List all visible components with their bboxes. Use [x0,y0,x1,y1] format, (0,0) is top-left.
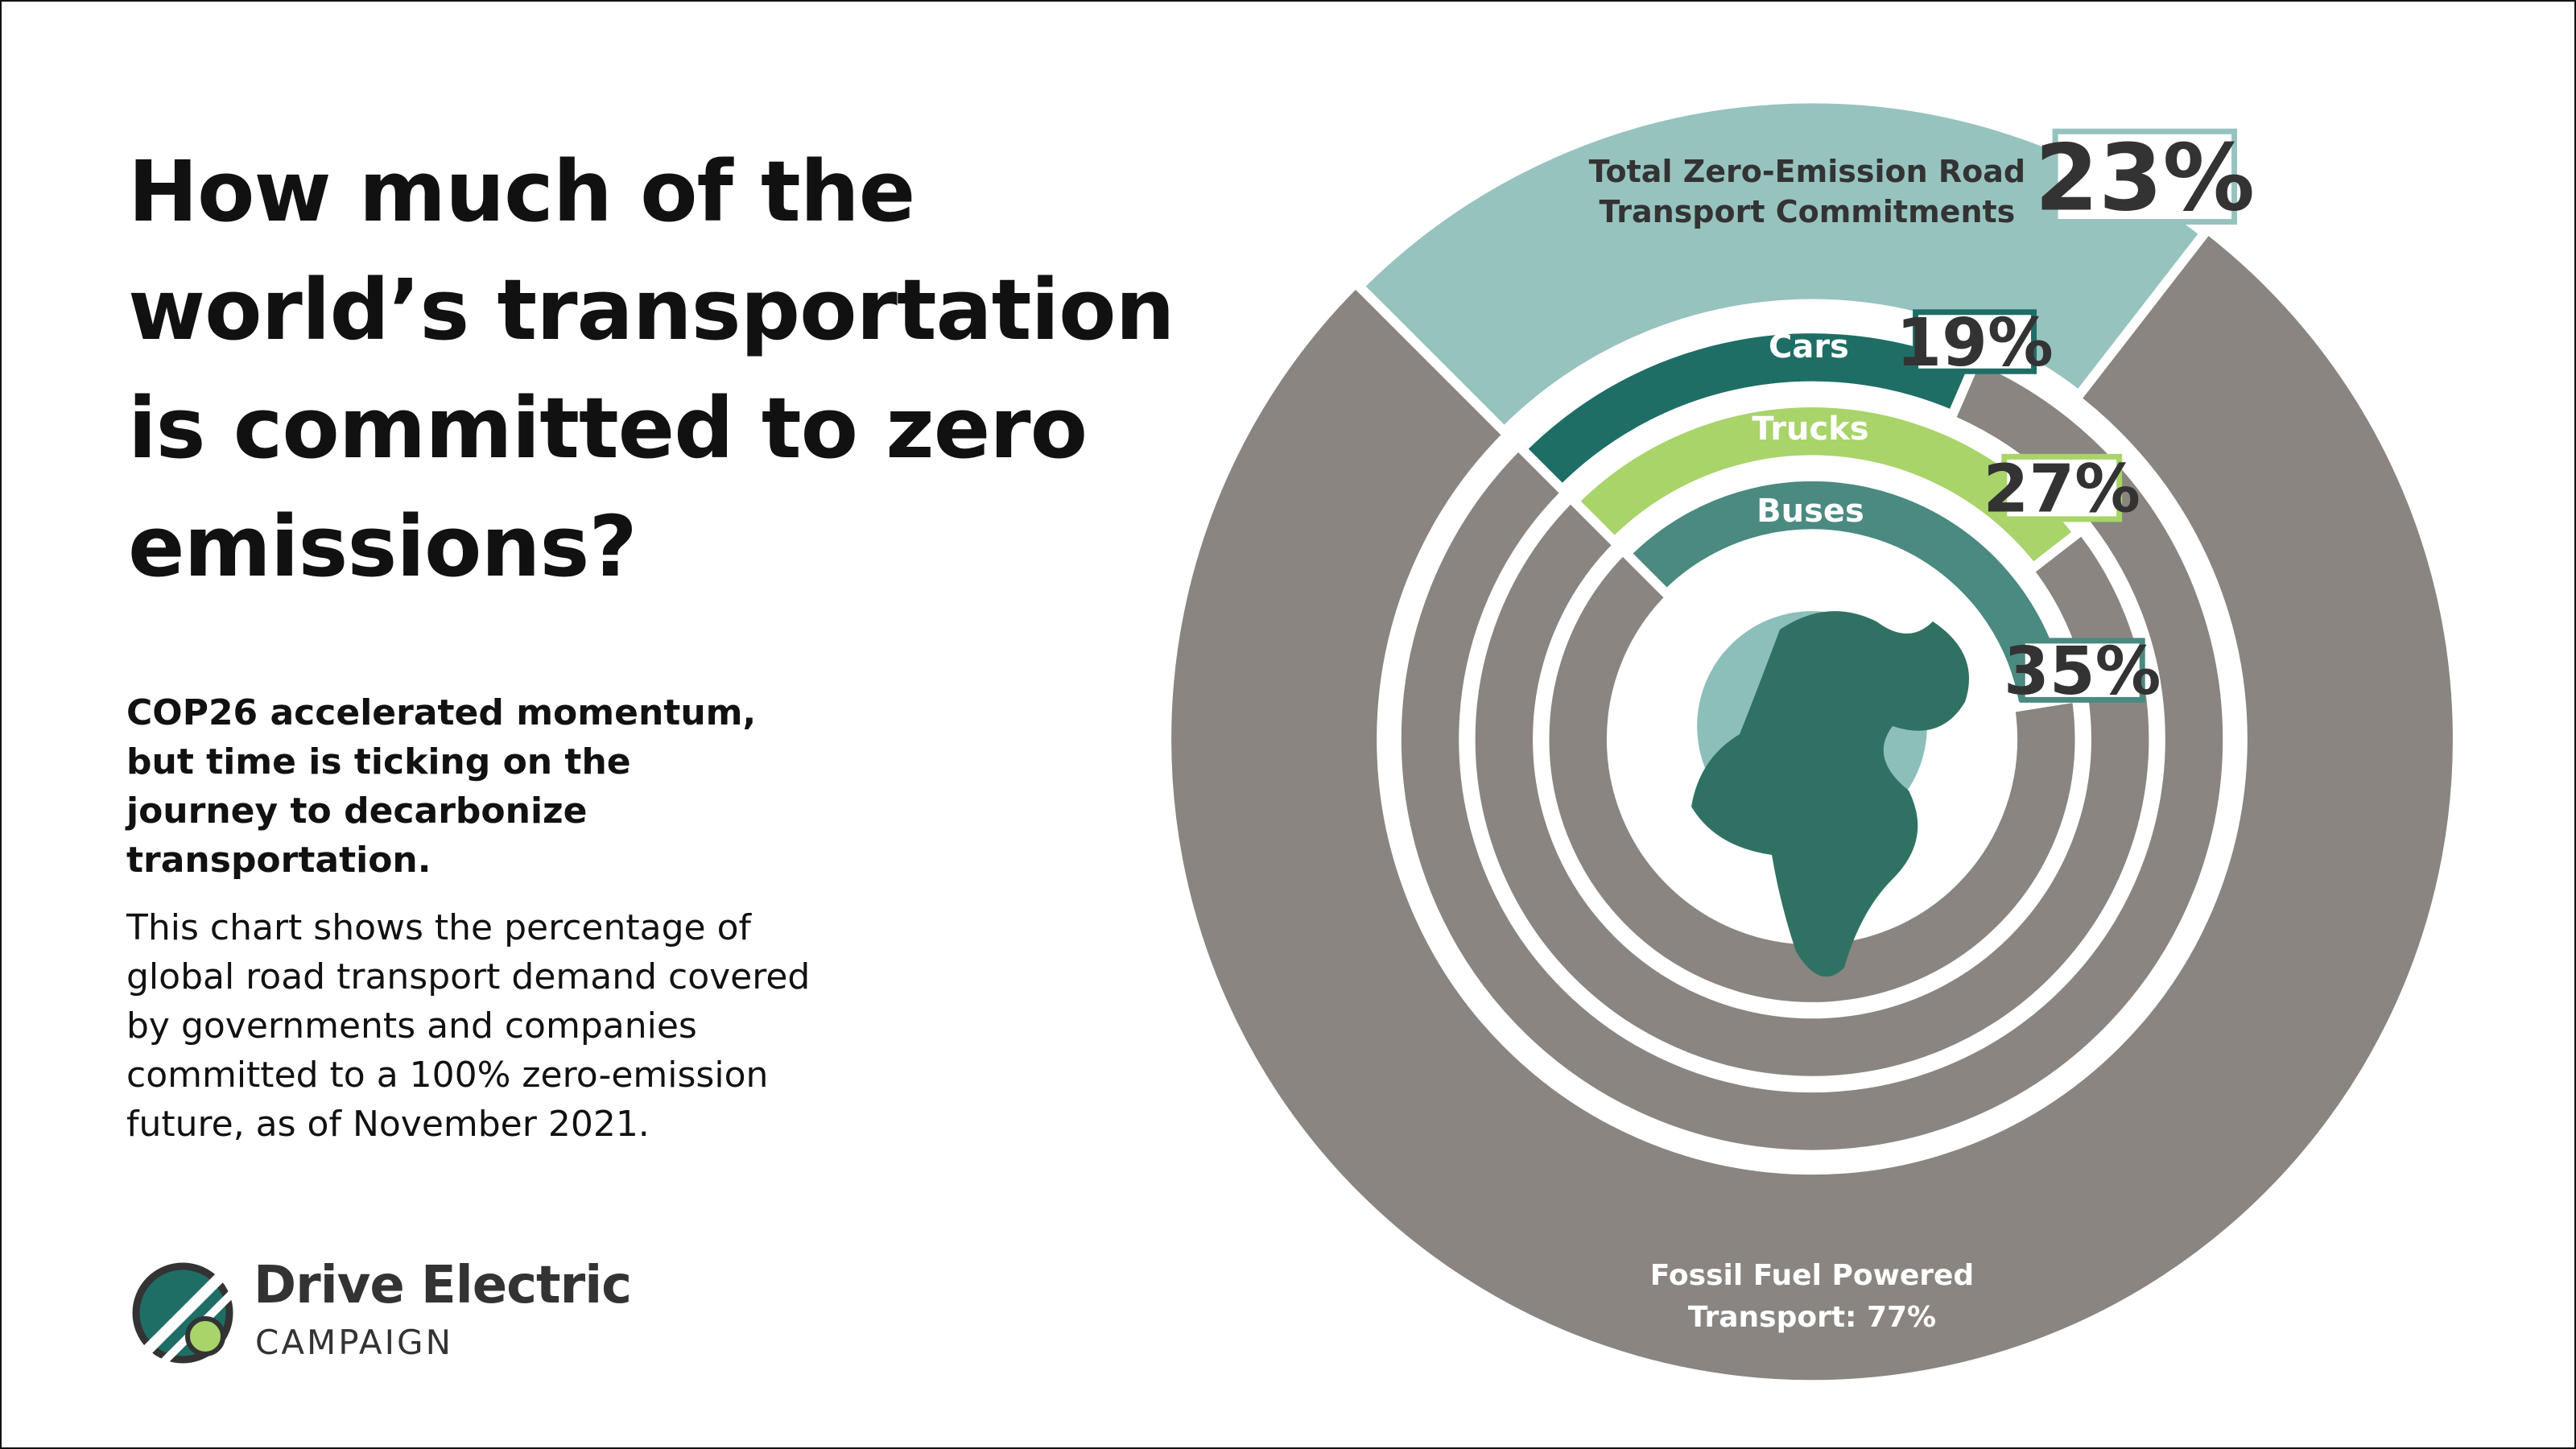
value-label: 19% [1896,305,2053,382]
subtitle: COP26 accelerated momentum, but time is … [126,692,757,881]
category-label: Cars [1768,328,1849,366]
value-box [2019,638,2145,703]
globe-land [1691,611,1970,977]
value-box [2052,128,2238,225]
category-label: Trucks [1752,411,1869,448]
value-label: 27% [1984,452,2140,528]
value-label: 23% [2035,125,2256,232]
category-label: Buses [1757,493,1864,530]
logo-tagline: CAMPAIGN [255,1323,454,1362]
logo-icon [132,1262,237,1368]
value-box [2001,453,2123,522]
title: How much of the world’s transportation i… [128,142,1175,596]
value-box [1913,309,2037,374]
ring-segment [1567,398,2086,576]
category-label: Total Zero-Emission Road Transport Commi… [1588,153,2026,229]
globe [1691,611,1970,977]
annotation: Fossil Fuel Powered Transport: 77% [1649,1259,1975,1335]
description: This chart shows the percentage of globa… [126,907,811,1145]
logo-name: Drive Electric [254,1256,632,1315]
value-label: 35% [2004,634,2161,710]
